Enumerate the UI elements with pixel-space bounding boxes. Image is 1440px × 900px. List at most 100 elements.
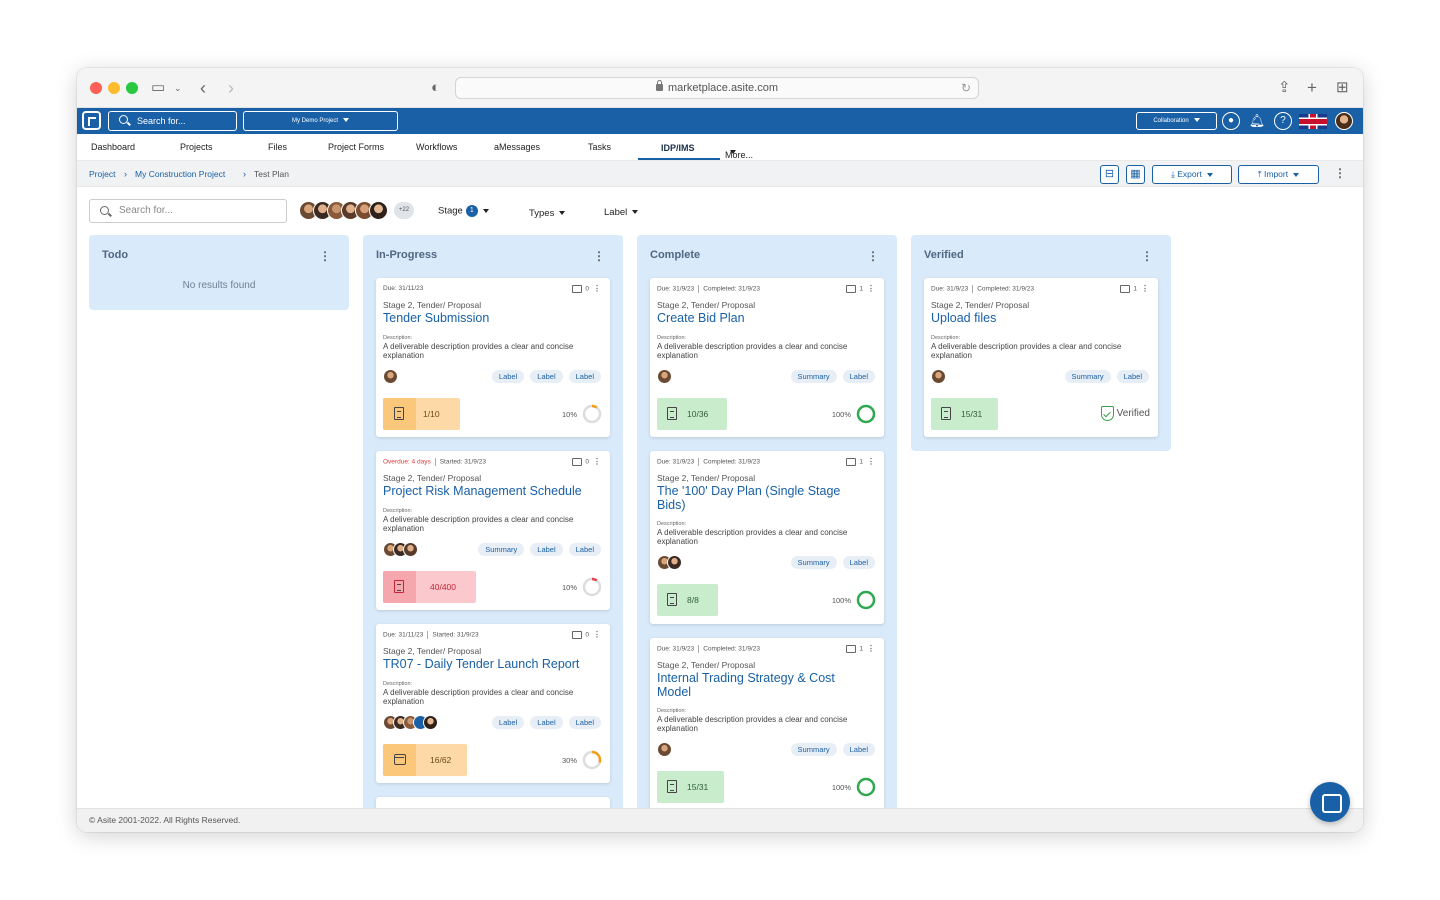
share-icon[interactable]: ⇪: [1278, 79, 1291, 96]
assignees[interactable]: [657, 742, 672, 757]
tab-tasks[interactable]: Tasks: [588, 142, 612, 152]
task-card[interactable]: Overdue: 4 days Started: 31/9/23 0 ⋮ Stag…: [376, 451, 610, 610]
label-pill[interactable]: Label: [842, 370, 875, 383]
tab-projects[interactable]: Projects: [180, 142, 213, 152]
column-menu-icon[interactable]: ⋮: [867, 249, 879, 263]
progress-chip[interactable]: 1/10: [383, 398, 460, 430]
card-menu-icon[interactable]: ⋮: [867, 644, 875, 653]
tab-dashboard[interactable]: Dashboard: [91, 142, 136, 152]
task-card[interactable]: Due: 31/9/23 Completed: 31/9/23 1 ⋮ Stage…: [924, 278, 1158, 437]
help-icon[interactable]: ?: [1274, 112, 1292, 130]
more-options-icon[interactable]: ⋮: [1334, 166, 1346, 180]
forward-icon[interactable]: ›: [228, 78, 234, 98]
card-menu-icon[interactable]: ⋮: [593, 630, 601, 639]
task-card[interactable]: Due: 31/9/23 Completed: 31/9/23 1 ⋮ Stage…: [650, 451, 884, 624]
assignees[interactable]: [931, 369, 946, 384]
column-menu-icon[interactable]: ⋮: [319, 249, 331, 263]
label-pill[interactable]: Label: [842, 743, 875, 756]
grid-view-button[interactable]: ▦: [1126, 165, 1145, 184]
comments-count[interactable]: 0: [572, 631, 589, 639]
label-pill[interactable]: Label: [568, 370, 601, 383]
comments-count[interactable]: 1: [1120, 285, 1137, 293]
task-card[interactable]: Due: 31/11/23 Started: 31/9/23 0 ⋮ Stage …: [376, 624, 610, 783]
reload-icon[interactable]: ↻: [960, 81, 971, 95]
label-pill[interactable]: Summary: [1064, 370, 1111, 383]
chevron-down-icon[interactable]: ⌄: [174, 83, 182, 93]
tab-overview-icon[interactable]: ⊞: [1336, 79, 1349, 96]
card-title[interactable]: Internal Trading Strategy & Cost Model: [657, 671, 835, 699]
label-pill[interactable]: Label: [1116, 370, 1149, 383]
comments-count[interactable]: 0: [572, 285, 589, 293]
label-filter[interactable]: Label: [604, 207, 639, 218]
collaboration-select[interactable]: Collaboration: [1136, 112, 1217, 130]
label-pill[interactable]: Label: [530, 543, 563, 556]
label-pill[interactable]: Summary: [790, 743, 837, 756]
card-title[interactable]: Tender Submission: [383, 311, 490, 325]
chat-launcher-button[interactable]: [1310, 782, 1350, 822]
stage-filter[interactable]: Stage 1: [438, 205, 489, 217]
task-card[interactable]: Due: 31/9/23 Completed: 31/9/23 1 ⋮ Stage…: [650, 638, 884, 815]
close-window-button[interactable]: [90, 82, 102, 94]
task-card[interactable]: Due: 31/9/23 Completed: 31/9/23 1 ⋮ Stage…: [650, 278, 884, 437]
comments-count[interactable]: 1: [846, 645, 863, 653]
column-menu-icon[interactable]: ⋮: [1141, 249, 1153, 263]
progress-chip[interactable]: 15/31: [657, 771, 724, 803]
assignees[interactable]: [657, 369, 672, 384]
more-users-badge[interactable]: +22: [394, 202, 414, 219]
label-pill[interactable]: Summary: [790, 370, 837, 383]
assignees[interactable]: [657, 555, 682, 570]
label-pill[interactable]: Label: [568, 543, 601, 556]
label-pill[interactable]: Label: [530, 716, 563, 729]
comments-count[interactable]: 1: [846, 285, 863, 293]
card-menu-icon[interactable]: ⋮: [1141, 284, 1149, 293]
sidebar-toggle-icon[interactable]: ▭: [151, 79, 166, 96]
asite-logo-icon[interactable]: [82, 111, 101, 130]
card-title[interactable]: Project Risk Management Schedule: [383, 484, 582, 498]
task-card[interactable]: Due: 31/11/23 0 ⋮ Stage 2, Tender/ Propo…: [376, 278, 610, 437]
global-search-input[interactable]: Search for...: [108, 111, 237, 131]
progress-chip[interactable]: 15/31: [931, 398, 998, 430]
back-icon[interactable]: ‹: [200, 78, 206, 98]
comments-count[interactable]: 1: [846, 458, 863, 466]
types-filter[interactable]: Types: [529, 208, 566, 219]
uk-flag-icon[interactable]: [1299, 114, 1327, 129]
maximize-window-button[interactable]: [126, 82, 138, 94]
progress-chip[interactable]: 8/8: [657, 584, 718, 616]
card-title[interactable]: Create Bid Plan: [657, 311, 745, 325]
assignees[interactable]: [383, 715, 438, 730]
label-pill[interactable]: Label: [568, 716, 601, 729]
comments-count[interactable]: 0: [572, 458, 589, 466]
progress-chip[interactable]: 10/36: [657, 398, 727, 430]
column-menu-icon[interactable]: ⋮: [593, 249, 605, 263]
card-title[interactable]: TR07 - Daily Tender Launch Report: [383, 657, 580, 671]
tab-files[interactable]: Files: [268, 142, 288, 152]
label-pill[interactable]: Label: [530, 370, 563, 383]
breadcrumb-project[interactable]: Project: [89, 169, 116, 179]
user-avatar[interactable]: [369, 201, 388, 220]
label-pill[interactable]: Summary: [790, 556, 837, 569]
hierarchy-view-button[interactable]: ⊟: [1100, 165, 1119, 184]
import-button[interactable]: ⤒ Import: [1238, 165, 1319, 184]
user-avatar[interactable]: [1335, 112, 1353, 130]
progress-chip[interactable]: 16/62: [383, 744, 467, 776]
board-search-input[interactable]: Search for...: [89, 199, 287, 223]
label-pill[interactable]: Label: [842, 556, 875, 569]
tab-idp-ims[interactable]: IDP/IMS: [661, 143, 695, 153]
project-select[interactable]: My Demo Project: [243, 111, 398, 131]
tab-amessages[interactable]: aMessages: [494, 142, 541, 152]
card-title[interactable]: The '100' Day Plan (Single Stage Bids): [657, 484, 841, 512]
label-pill[interactable]: Summary: [478, 543, 525, 556]
assignees[interactable]: [383, 369, 398, 384]
minimize-window-button[interactable]: [108, 82, 120, 94]
bell-icon[interactable]: 🔔︎: [1248, 113, 1266, 128]
breadcrumb-my-construction-project[interactable]: My Construction Project: [135, 169, 226, 179]
card-title[interactable]: Upload files: [931, 311, 997, 325]
progress-chip[interactable]: 40/400: [383, 571, 476, 603]
card-menu-icon[interactable]: ⋮: [593, 284, 601, 293]
new-tab-icon[interactable]: +: [1307, 78, 1317, 97]
assignees[interactable]: [383, 542, 418, 557]
shield-privacy-icon[interactable]: ◐: [431, 79, 441, 96]
tab-workflows[interactable]: Workflows: [416, 142, 458, 152]
card-menu-icon[interactable]: ⋮: [593, 457, 601, 466]
address-bar[interactable]: marketplace.asite.com ↻: [455, 77, 979, 99]
